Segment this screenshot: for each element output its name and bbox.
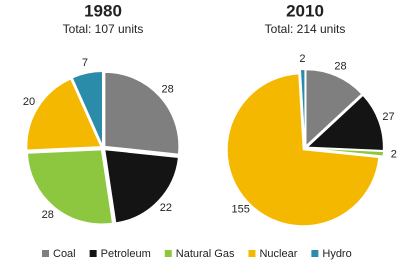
pie-slice [307, 147, 384, 157]
chart-subtitle: Total: 214 units [265, 22, 346, 36]
legend-swatch [89, 250, 97, 257]
legend-swatch [311, 250, 319, 257]
pie-slice [26, 78, 102, 151]
legend-label: Nuclear [259, 248, 297, 260]
pie-slice [299, 69, 306, 146]
data-label: 2 [391, 148, 397, 160]
data-label: 28 [334, 60, 346, 72]
pie-slice [306, 94, 384, 152]
pie-slice [104, 71, 180, 155]
legend-label: Natural Gas [176, 248, 235, 260]
data-label: 155 [232, 203, 250, 215]
legend-label: Hydro [322, 248, 351, 260]
pie-slice [104, 149, 179, 224]
data-label: 20 [23, 96, 35, 108]
chart-title: 2010 [286, 1, 324, 20]
data-label: 28 [42, 209, 54, 221]
pie-slice [71, 71, 103, 146]
legend-swatch [248, 250, 256, 257]
chart-subtitle: Total: 107 units [63, 22, 144, 36]
data-label: 27 [382, 111, 394, 123]
data-label: 2 [299, 53, 305, 65]
legend-swatch [42, 250, 49, 257]
pie-slice [226, 73, 380, 227]
data-label: 22 [160, 202, 172, 214]
data-label: 7 [82, 57, 88, 69]
legend-label: Petroleum [101, 248, 151, 260]
data-label: 28 [162, 84, 174, 96]
pie-slice [26, 149, 114, 225]
chart-title: 1980 [84, 1, 122, 20]
legend-swatch [164, 250, 172, 257]
legend-label: Coal [53, 248, 76, 260]
pie-slice [305, 69, 363, 147]
